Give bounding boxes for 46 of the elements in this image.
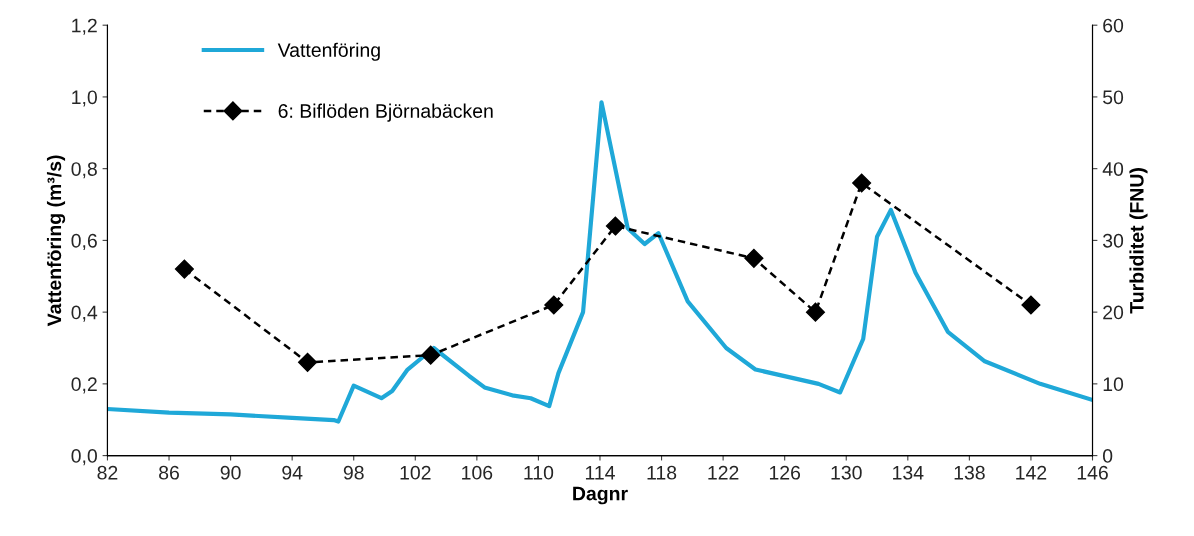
x-tick-label: 86	[159, 465, 179, 480]
y2-axis-title: Turbiditet (FNU)	[1129, 168, 1148, 314]
x-tick-label: 94	[282, 465, 303, 480]
x-tick-label: 110	[524, 465, 554, 480]
y-tick-label: 0,6	[71, 233, 97, 250]
y2-tick-label: 30	[1102, 233, 1124, 248]
y-tick-label: 0,2	[71, 377, 97, 394]
x-tick-label: 122	[708, 465, 739, 480]
y2-tick-label: 0	[1102, 449, 1113, 463]
point	[852, 173, 872, 193]
y2-tick-label: 50	[1103, 90, 1124, 105]
x-tick-label: 98	[343, 465, 364, 480]
y2-tick-label: 10	[1103, 377, 1124, 392]
x-tick-label: 146	[1077, 465, 1108, 480]
point	[421, 345, 441, 365]
x-tick-label: 106	[462, 465, 493, 480]
x-tick-label: 82	[97, 465, 118, 480]
x-tick-label: 114	[585, 466, 615, 480]
y-tick-label: 0,8	[71, 162, 97, 179]
point	[298, 352, 318, 372]
point	[744, 248, 764, 268]
y2-tick-label: 20	[1103, 305, 1124, 320]
legend-label: 6: Biflöden Björnabäcken	[278, 103, 493, 122]
x-tick-label: 102	[400, 465, 431, 480]
x-tick-label: 134	[893, 465, 924, 480]
y-tick-label: 1,2	[72, 18, 97, 35]
point	[544, 295, 564, 315]
x-tick-label: 126	[769, 465, 801, 480]
y2-tick-label: 60	[1103, 18, 1124, 33]
y-tick-label: 1,0	[72, 90, 97, 107]
x-tick-label: 90	[220, 465, 241, 480]
x-tick-label: 118	[647, 465, 677, 480]
x-tick-label: 130	[831, 465, 862, 480]
line-series	[107, 100, 1093, 424]
point	[174, 259, 194, 279]
x-tick-label: 142	[1016, 465, 1047, 480]
y-axis-title: Vattenföring (m³/s)	[46, 155, 66, 327]
x-axis-title: Dagnr	[573, 486, 628, 505]
y-tick-label: 0,4	[71, 305, 98, 322]
point	[805, 302, 825, 322]
x-tick-label: 138	[954, 465, 985, 480]
y2-tick-label: 40	[1102, 162, 1124, 176]
point	[605, 216, 625, 236]
y-tick-label: 0,0	[71, 449, 97, 466]
point	[1021, 295, 1041, 315]
legend-label: Vattenföring	[277, 42, 380, 61]
